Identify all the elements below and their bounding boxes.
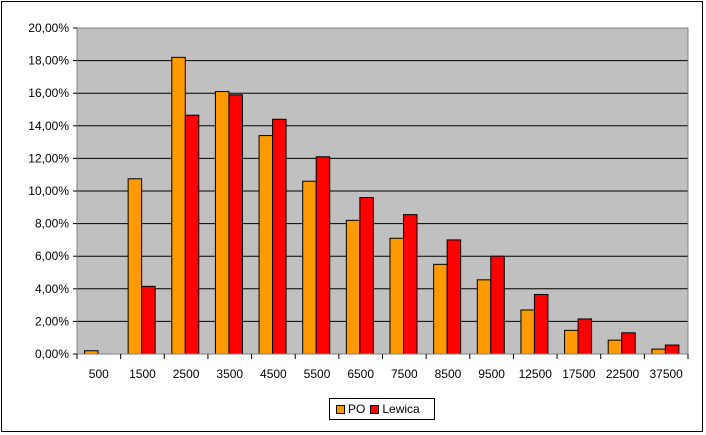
bar-lewica-8500 [446,239,462,355]
x-tick-label: 4500 [260,367,287,381]
legend-swatch-po [336,404,345,414]
bar-lewica-3500 [228,94,243,355]
y-tick-label: 2,00% [35,314,69,328]
bar-po-2500 [171,56,186,355]
bar-po-9500 [476,279,492,355]
bar-po-37500 [651,348,666,355]
y-tick-label: 16,00% [28,86,69,100]
bar-lewica-1500 [141,285,156,355]
y-axis-ticks: 0,00% 2,00% 4,00% 6,00% 8,00% 10,00% 12,00% 14,… [28,21,77,361]
y-tick-label: 10,00% [28,184,69,198]
x-tick-label: 37500 [649,367,683,381]
x-tick-label: 5500 [304,367,331,381]
x-tick-label: 9500 [478,367,505,381]
bar-po-8500 [433,263,448,355]
bar-lewica-2500 [184,114,200,355]
bar-lewica-9500 [490,255,505,355]
x-tick-label: 6500 [347,367,374,381]
y-tick-label: 18,00% [28,54,69,68]
bar-po-12500 [520,309,535,355]
legend-label-po: PO [348,402,366,416]
y-tick-label: 14,00% [28,119,69,133]
x-tick-label: 7500 [391,367,418,381]
bar-lewica-37500 [664,344,680,355]
legend-swatch-lewica [370,404,380,414]
y-tick-label: 20,00% [28,21,69,35]
x-tick-label: 8500 [435,367,462,381]
bar-po-3500 [214,91,230,355]
bar-po-7500 [389,237,404,355]
bar-lewica-22500 [621,332,636,355]
legend-label-lewica: Lewica [382,402,420,416]
y-tick-label: 8,00% [35,217,69,231]
legend-entry-po: PO [336,402,365,416]
bars [84,56,680,355]
x-tick-label: 3500 [216,367,243,381]
bar-lewica-5500 [315,156,331,355]
bar-po-6500 [345,219,361,355]
bar-lewica-7500 [403,214,418,355]
bar-lewica-6500 [359,197,374,355]
bar-po-17500 [564,329,579,355]
legend-entry-lewica: Lewica [370,402,420,416]
y-tick-label: 6,00% [35,249,69,263]
bar-lewica-4500 [272,118,287,355]
legend: PO Lewica [329,398,435,420]
bar-po-1500 [127,178,143,355]
bar-po-4500 [258,135,274,355]
x-axis-ticks: 500 1500 2500 3500 4500 5500 6500 7500 8500 9500 1… [76,354,689,381]
bar-lewica-17500 [577,318,593,355]
bar-po-5500 [302,180,317,355]
x-tick-label: 500 [89,367,109,381]
bar-po-22500 [607,339,623,355]
x-tick-label: 1500 [129,367,156,381]
x-tick-label: 17500 [562,367,596,381]
x-tick-label: 12500 [519,367,553,381]
bar-lewica-12500 [533,294,549,355]
y-tick-label: 12,00% [28,151,69,165]
x-tick-label: 2500 [173,367,200,381]
y-tick-label: 4,00% [35,282,69,296]
y-tick-label: 0,00% [35,347,69,361]
x-tick-label: 22500 [606,367,640,381]
